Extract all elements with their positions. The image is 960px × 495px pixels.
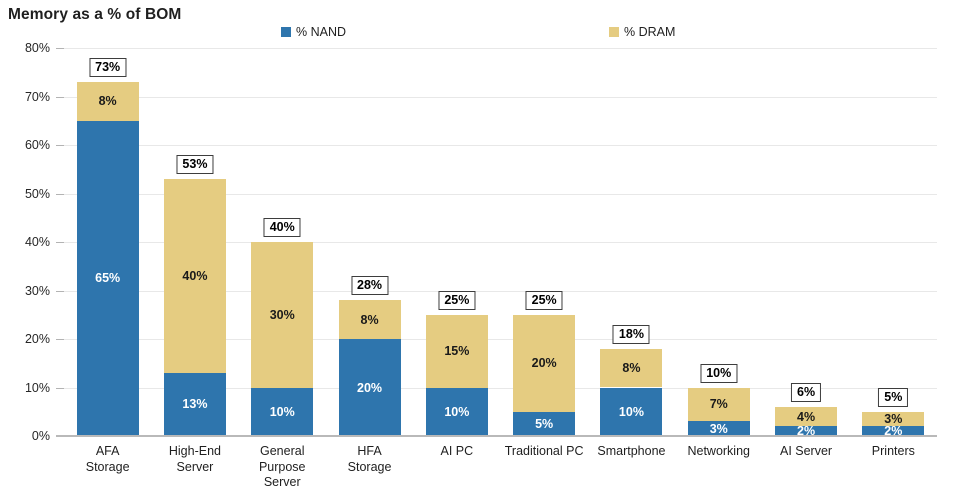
legend-item-dram: % DRAM [609,24,675,40]
gridline [64,193,937,195]
total-label-general-purpose-server: 40% [263,218,301,237]
x-axis-category-label: AI Server [779,444,833,458]
dram-swatch-icon [609,27,619,37]
x-axis-category-label: Networking [687,444,750,458]
nand-segment-label: 20% [357,380,383,395]
total-label-ai-pc: 25% [438,290,476,310]
total-label-smartphone: 18% [612,324,650,344]
dram-segment-label: 40% [182,268,208,283]
dram-segment-general-purpose-server: 30% [251,242,314,388]
nand-segment-label: 3% [709,421,728,436]
y-axis-tick-label: 10% [24,380,50,395]
y-axis-tick-label: 30% [24,283,50,298]
dram-segment-label: 3% [884,412,903,427]
y-axis-tick-label: 80% [24,41,50,55]
y-axis-tick [56,339,64,340]
nand-segment-label: 2% [884,424,903,439]
nand-segment-traditional-pc: 5% [513,411,576,436]
dram-segment-label: 20% [531,356,557,371]
x-axis-category-label: Smartphone [597,444,666,458]
gridline [64,290,937,292]
x-axis-category-label: Printers [871,444,915,458]
total-label-networking: 10% [700,363,738,383]
y-axis-tick-label: 0% [31,429,50,443]
chart-title: Memory as a % of BOM [8,6,182,23]
gridline [64,242,937,243]
total-label-printers: 5% [878,387,909,407]
dram-segment-printers: 3% [862,411,925,427]
x-axis-category-label: High-End Server [168,444,221,474]
total-label-hfa-storage: 28% [351,276,389,296]
nand-segment-printers: 2% [862,424,925,439]
gridline [64,339,937,340]
dram-segment-high-end-server: 40% [163,178,226,373]
total-label-afa-storage: 73% [89,57,127,77]
gridline [64,387,937,389]
nand-segment-label: 13% [182,397,208,412]
dram-segment-label: 8% [360,312,379,327]
nand-segment-networking: 3% [687,421,750,436]
nand-segment-hfa-storage: 20% [338,339,401,436]
dram-segment-smartphone: 8% [600,348,663,388]
y-axis-tick [56,193,64,195]
x-axis-category-label: AI PC [440,444,474,458]
dram-segment-afa-storage: 8% [76,81,139,121]
dram-segment-label: 7% [709,397,728,412]
nand-segment-ai-server: 2% [775,424,838,439]
dram-segment-label: 15% [444,344,470,359]
nand-swatch-icon [281,27,291,37]
y-axis-tick-label: 70% [24,89,50,104]
nand-segment-label: 2% [797,424,816,439]
x-axis-category-label: AFA Storage [85,444,130,474]
dram-segment-label: 8% [98,94,117,109]
dram-segment-ai-server: 4% [775,406,838,427]
legend-dram-label: % DRAM [624,25,676,39]
y-axis-tick-label: 50% [24,186,50,201]
nand-segment-ai-pc: 10% [425,387,488,436]
x-axis-line [56,435,937,437]
nand-segment-general-purpose-server: 10% [251,387,314,436]
total-label-ai-server: 6% [791,382,822,402]
nand-segment-label: 10% [444,404,470,419]
y-axis-tick [56,96,64,98]
nand-segment-label: 10% [618,404,644,419]
nand-segment-label: 5% [535,416,554,431]
nand-segment-label: 65% [95,271,121,286]
nand-segment-afa-storage: 65% [76,120,139,436]
y-axis-tick-label: 20% [24,332,50,346]
y-axis-tick [56,145,64,146]
dram-segment-ai-pc: 15% [425,314,488,388]
x-axis-category-label: Traditional PC [504,444,584,458]
gridline [64,96,937,98]
dram-segment-label: 8% [622,361,641,376]
nand-segment-high-end-server: 13% [163,372,226,436]
dram-segment-label: 4% [797,409,816,424]
y-axis-tick-label: 40% [24,235,50,249]
nand-segment-smartphone: 10% [600,387,663,436]
total-label-high-end-server: 53% [176,154,214,174]
dram-segment-traditional-pc: 20% [513,314,576,412]
gridline [64,48,937,49]
y-axis-tick [56,290,64,292]
legend-item-nand: % NAND [281,24,346,40]
y-axis-tick [56,387,64,389]
y-axis-tick-label: 60% [24,138,50,152]
dram-segment-label: 30% [269,307,295,322]
gridline [64,145,937,146]
dram-segment-hfa-storage: 8% [338,300,401,339]
legend-nand-label: % NAND [296,25,347,39]
dram-segment-networking: 7% [687,387,750,422]
total-label-traditional-pc: 25% [525,290,563,310]
x-axis-category-label: HFA Storage [347,444,392,474]
nand-segment-label: 10% [269,404,295,419]
x-axis-category-label: General Purpose Server [258,444,306,490]
y-axis-tick [56,242,64,243]
y-axis-tick [56,48,64,49]
